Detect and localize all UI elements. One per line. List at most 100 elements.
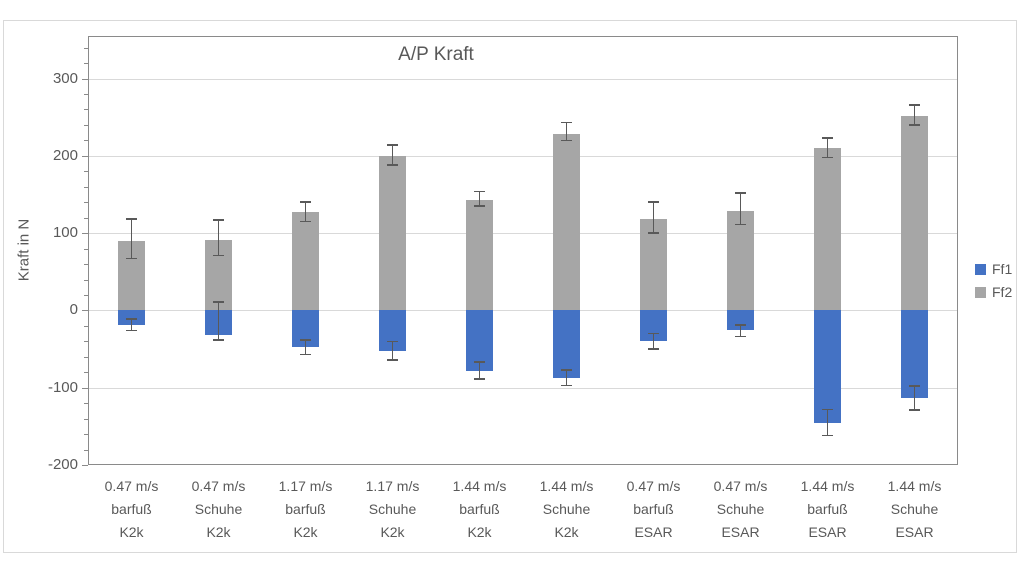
y-tick-label-200: 200	[52, 146, 78, 164]
x-label-line: 0.47 m/s	[104, 478, 159, 494]
x-label-line: ESAR	[808, 524, 847, 540]
error-bar-ff2-9-cap-lo	[822, 156, 833, 159]
y-axis-title: Kraft in N	[15, 218, 33, 282]
gridline-200	[88, 155, 958, 157]
error-bar-ff2-7-cap-lo	[648, 232, 659, 234]
minor-tick-220	[84, 140, 88, 142]
x-label-line: K2k	[293, 524, 318, 540]
minor-tick--40	[84, 341, 88, 343]
bar-ff2-8	[727, 210, 754, 311]
y-tick-label-0: 0	[69, 301, 78, 319]
plot-area	[88, 36, 958, 465]
error-bar-ff2-10-line	[913, 104, 916, 125]
minor-tick--60	[84, 356, 88, 358]
error-bar-ff2-6-cap-hi	[561, 121, 572, 124]
error-bar-ff2-1-cap-lo	[126, 257, 137, 260]
major-tick-100	[82, 233, 88, 235]
error-bar-ff2-5-cap-hi	[474, 190, 485, 193]
minor-tick-160	[84, 186, 88, 188]
error-bar-ff1-1-cap-hi	[126, 318, 137, 320]
minor-tick--140	[84, 418, 88, 420]
x-label-9: 1.44 m/s barfuß ESAR	[784, 475, 871, 544]
y-tick-label-100: 100	[52, 224, 78, 242]
bar-ff2-9	[814, 148, 841, 311]
error-bar-ff2-5-line	[478, 191, 481, 207]
error-bar-ff1-10-cap-lo	[909, 409, 920, 411]
legend: Ff1 Ff2	[975, 261, 1012, 307]
bar-ff1-6	[553, 310, 580, 378]
error-bar-ff2-2-cap-hi	[213, 219, 224, 221]
minor-tick-240	[84, 124, 88, 126]
error-bar-ff2-8-cap-lo	[735, 223, 746, 226]
x-label-line: ESAR	[634, 524, 673, 540]
x-label-line: K2k	[380, 524, 405, 540]
legend-label-ff1: Ff1	[992, 261, 1013, 277]
error-bar-ff1-5-line	[478, 362, 481, 380]
minor-tick--80	[84, 372, 88, 374]
minor-tick-340	[84, 47, 88, 49]
x-label-3: 1.17 m/s barfuß K2k	[262, 475, 349, 544]
bar-ff2-4	[379, 155, 406, 311]
minor-tick-280	[84, 94, 88, 95]
gridline-300	[88, 78, 958, 80]
bar-ff1-8	[727, 310, 754, 331]
error-bar-ff1-1-cap-lo	[126, 329, 137, 332]
error-bar-ff2-8-line	[739, 192, 742, 225]
chart-title: A/P Kraft	[398, 44, 474, 65]
error-bar-ff1-9-cap-lo	[822, 434, 833, 437]
bar-ff2-10	[901, 115, 928, 311]
error-bar-ff1-4-cap-lo	[387, 359, 398, 361]
minor-tick-260	[84, 109, 88, 111]
x-label-line: ESAR	[721, 524, 760, 540]
error-bar-ff2-6-line	[565, 122, 568, 141]
bar-ff1-1	[118, 310, 145, 326]
x-label-8: 0.47 m/s Schuhe ESAR	[697, 475, 784, 544]
error-bar-ff1-10-line	[913, 386, 916, 411]
minor-tick-140	[84, 202, 88, 204]
bar-ff2-7	[640, 219, 667, 311]
error-bar-ff1-8-cap-lo	[735, 335, 746, 338]
minor-tick--20	[84, 325, 88, 327]
error-bar-ff1-3-cap-lo	[300, 353, 311, 356]
error-bar-ff1-6-line	[565, 369, 568, 386]
x-label-line: 1.44 m/s	[452, 478, 507, 494]
x-label-line: 1.44 m/s	[887, 478, 942, 494]
error-bar-ff2-2-line	[217, 220, 220, 256]
x-label-1: 0.47 m/s barfuß K2k	[88, 475, 175, 544]
x-label-line: Schuhe	[542, 501, 591, 517]
x-label-4: 1.17 m/s Schuhe K2k	[349, 475, 436, 544]
minor-tick--120	[84, 403, 88, 405]
minor-tick-320	[84, 63, 88, 65]
x-label-2: 0.47 m/s Schuhe K2k	[175, 475, 262, 544]
legend-item-ff1: Ff1	[975, 261, 1012, 277]
error-bar-ff2-8-cap-hi	[735, 192, 746, 194]
x-label-line: ESAR	[895, 524, 934, 540]
x-label-line: 0.47 m/s	[626, 478, 681, 494]
error-bar-ff2-4-cap-hi	[387, 144, 398, 146]
major-tick-0	[82, 310, 88, 312]
error-bar-ff1-2-cap-lo	[213, 339, 224, 341]
x-label-line: Schuhe	[194, 501, 243, 517]
error-bar-ff2-6-cap-lo	[561, 139, 572, 142]
bar-ff2-5	[466, 199, 493, 311]
x-label-line: barfuß	[111, 501, 152, 517]
error-bar-ff1-8-cap-hi	[735, 324, 746, 326]
error-bar-ff2-5-cap-lo	[474, 205, 485, 207]
error-bar-ff1-3-cap-hi	[300, 339, 311, 341]
major-tick--200	[82, 465, 88, 466]
error-bar-ff1-6-cap-hi	[561, 369, 572, 371]
major-tick-200	[82, 155, 88, 157]
error-bar-ff2-3-cap-hi	[300, 201, 311, 203]
error-bar-ff2-1-cap-hi	[126, 218, 137, 220]
legend-swatch-ff2	[975, 286, 986, 298]
y-tick-label--100: -100	[47, 378, 78, 396]
bar-ff2-6	[553, 134, 580, 311]
error-bar-ff2-1-line	[130, 219, 133, 259]
minor-tick-120	[84, 217, 88, 219]
error-bar-ff1-2-line	[217, 301, 220, 340]
bar-ff1-5	[466, 310, 493, 371]
error-bar-ff2-4-line	[391, 145, 394, 166]
legend-swatch-ff1	[975, 263, 986, 275]
minor-tick-60	[84, 264, 88, 265]
